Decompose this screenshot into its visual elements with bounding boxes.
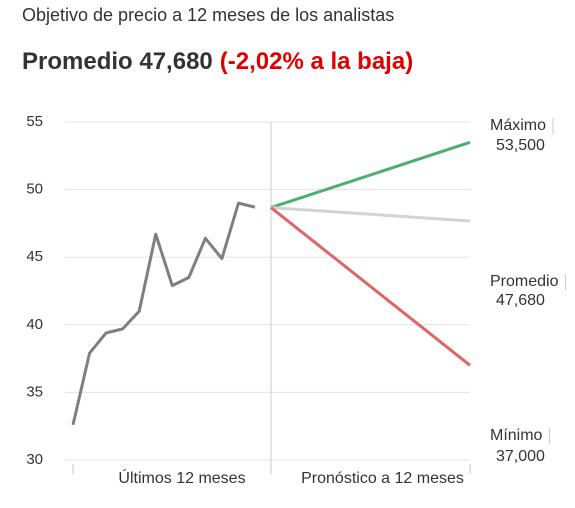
series-value-label: 53,500 bbox=[496, 137, 545, 154]
x-category-label: Últimos 12 meses bbox=[118, 468, 245, 487]
y-tick-label: 35 bbox=[26, 383, 43, 400]
series-value-label: 37,000 bbox=[496, 448, 545, 465]
y-tick-label: 50 bbox=[26, 181, 43, 198]
forecast-line bbox=[270, 206, 471, 367]
y-tick-label: 40 bbox=[26, 316, 43, 333]
x-category-label: Pronóstico a 12 meses bbox=[301, 470, 464, 487]
series-name: Promedio bbox=[490, 273, 559, 290]
y-tick-label: 45 bbox=[26, 248, 43, 265]
series-name: Mínimo bbox=[490, 427, 543, 444]
forecast-line bbox=[270, 206, 471, 223]
y-tick-label: 55 bbox=[26, 113, 43, 130]
forecast-line bbox=[270, 140, 471, 210]
headline-change: (-2,02% a la baja) bbox=[220, 48, 413, 75]
headline-text: Promedio 47,680 bbox=[22, 48, 213, 75]
chart-subtitle: Objetivo de precio a 12 meses de los ana… bbox=[22, 5, 394, 25]
series-value-label: 47,680 bbox=[496, 292, 545, 309]
chart-headline: Promedio 47,680 (-2,02% a la baja) bbox=[22, 48, 413, 75]
history-line bbox=[71, 201, 256, 426]
series-name: Máximo bbox=[490, 117, 546, 134]
y-tick-label: 30 bbox=[26, 451, 43, 468]
